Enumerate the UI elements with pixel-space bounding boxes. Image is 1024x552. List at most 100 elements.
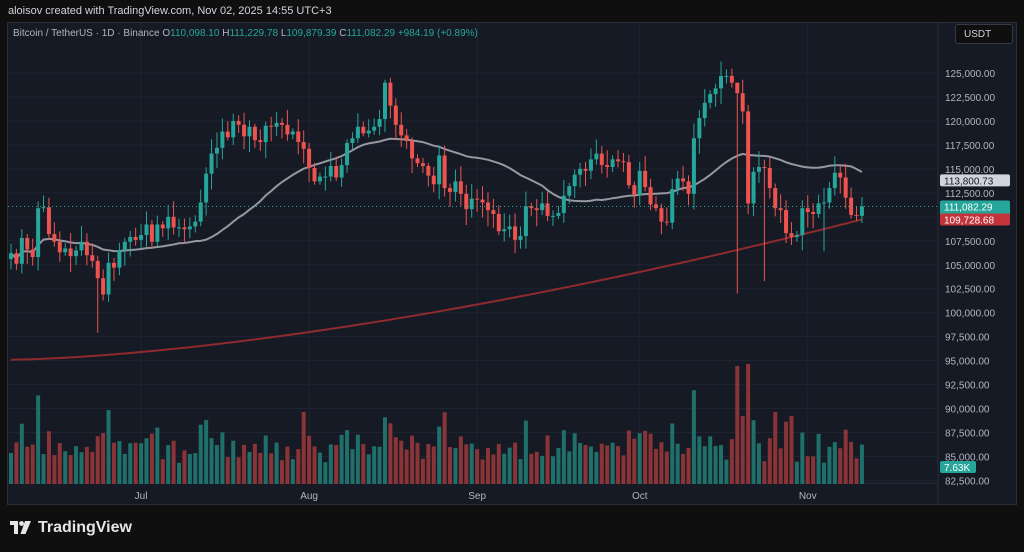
candle-body	[480, 199, 485, 203]
volume-bar	[578, 442, 583, 484]
candle-body	[317, 176, 322, 182]
volume-bar	[404, 449, 409, 484]
volume-bar	[691, 390, 696, 484]
candle-body	[540, 203, 545, 211]
candle-body	[334, 166, 339, 178]
volume-bar	[187, 453, 192, 484]
volume-bar	[128, 443, 133, 484]
candle-body	[139, 235, 144, 240]
volume-bar	[312, 446, 317, 484]
candle-body	[269, 125, 274, 127]
volume-bar	[556, 448, 561, 484]
candle-body	[307, 148, 312, 168]
volume-bar	[567, 451, 572, 484]
volume-bar	[290, 459, 295, 484]
candle-body	[204, 173, 209, 203]
candle-body	[626, 162, 631, 186]
chart-panel[interactable]: 125,000.00 122,500.00 120,000.00 117,500.00…	[7, 22, 1018, 506]
volume-bar	[231, 440, 236, 484]
volume-bar	[90, 451, 95, 484]
x-tick-label: Aug	[300, 491, 318, 502]
volume-bar	[437, 426, 442, 484]
candle-body	[729, 75, 734, 83]
y-tick-label: 115,000.00	[945, 165, 995, 176]
price-tag-ma: 113,800.73	[940, 174, 1010, 187]
tradingview-logo[interactable]: TradingView	[10, 519, 132, 537]
y-tick-label: 112,500.00	[945, 189, 995, 200]
volume-bar	[708, 436, 713, 484]
volume-bar	[491, 454, 496, 484]
volume-bar	[410, 435, 415, 484]
volume-bar	[762, 461, 767, 484]
y-tick-label: 90,000.00	[945, 405, 990, 416]
volume-bar	[101, 433, 106, 484]
volume-bar	[393, 437, 398, 484]
y-tick-label: 82,500.00	[945, 476, 990, 487]
candle-body	[171, 216, 176, 228]
volume-tag-box	[940, 461, 976, 473]
candle-body	[393, 105, 398, 125]
volume-bar	[258, 452, 263, 484]
volume-bar	[583, 445, 588, 484]
candle-body	[453, 181, 458, 192]
price-chart[interactable]: 125,000.00 122,500.00 120,000.00 117,500.00…	[8, 23, 1018, 506]
volume-bar	[448, 447, 453, 484]
volume-bar	[372, 446, 377, 484]
ohlc-open-label: O	[162, 28, 171, 39]
volume-bar	[41, 454, 46, 484]
volume-bar	[713, 446, 718, 484]
candle-body	[756, 166, 761, 172]
candle-body	[79, 241, 84, 251]
volume-bar	[171, 440, 176, 484]
candle-body	[561, 195, 566, 214]
candle-body	[236, 120, 241, 125]
volume-bar	[822, 462, 826, 484]
volume-bar	[616, 446, 621, 484]
ohlc-close-label: C	[339, 28, 347, 39]
candle-body	[323, 176, 328, 178]
volume-bar	[133, 442, 138, 484]
candle-body	[431, 175, 436, 185]
volume-bar	[653, 448, 658, 484]
candle-body	[339, 165, 344, 178]
volume-tag-text: 7.63K	[944, 463, 970, 474]
volume-bar	[225, 457, 230, 484]
candle-body	[643, 170, 648, 188]
candle-body	[372, 126, 377, 131]
candle-body	[301, 142, 306, 149]
candle-body	[220, 131, 225, 148]
volume-bar	[626, 430, 631, 484]
volume-bar	[697, 436, 702, 484]
volume-bar	[193, 453, 198, 484]
candle-body	[101, 278, 106, 295]
volume-bar	[122, 453, 127, 484]
candle-body	[274, 122, 279, 127]
x-tick-label: Jul	[135, 491, 148, 502]
y-tick-label: 105,000.00	[945, 261, 995, 272]
candle-body	[507, 226, 512, 230]
volume-bar	[30, 444, 35, 484]
volume-bar	[84, 446, 89, 484]
candle-body	[794, 235, 799, 237]
candle-body	[128, 236, 133, 242]
candle-body	[648, 187, 653, 205]
candle-body	[816, 203, 821, 214]
volume-bar	[9, 452, 13, 484]
ohlc-high: 111,229.78	[229, 28, 279, 39]
candle-body	[838, 172, 843, 178]
y-tick-label: 92,500.00	[945, 381, 990, 392]
volume-bar	[811, 456, 816, 484]
volume-bar	[621, 455, 626, 484]
y-tick-label: 102,500.00	[945, 285, 995, 296]
volume-bar	[859, 444, 864, 484]
volume-bar	[605, 445, 610, 484]
currency-button[interactable]: USDT	[955, 24, 1013, 44]
candle-body	[762, 166, 767, 168]
candle-body	[740, 93, 745, 112]
x-tick-label: Oct	[632, 491, 648, 502]
candle-body	[106, 262, 111, 295]
volume-bar	[68, 455, 73, 484]
volume-bar	[242, 444, 247, 484]
volume-bar	[485, 447, 490, 484]
candle-body	[545, 203, 550, 216]
